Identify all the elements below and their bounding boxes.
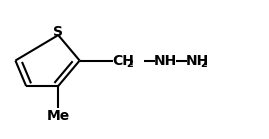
Text: 2: 2: [126, 59, 133, 69]
Text: CH: CH: [112, 54, 134, 68]
Text: S: S: [53, 25, 63, 39]
Text: Me: Me: [47, 109, 70, 123]
Text: NH: NH: [154, 54, 177, 68]
Text: 2: 2: [200, 59, 207, 69]
Text: NH: NH: [186, 54, 209, 68]
